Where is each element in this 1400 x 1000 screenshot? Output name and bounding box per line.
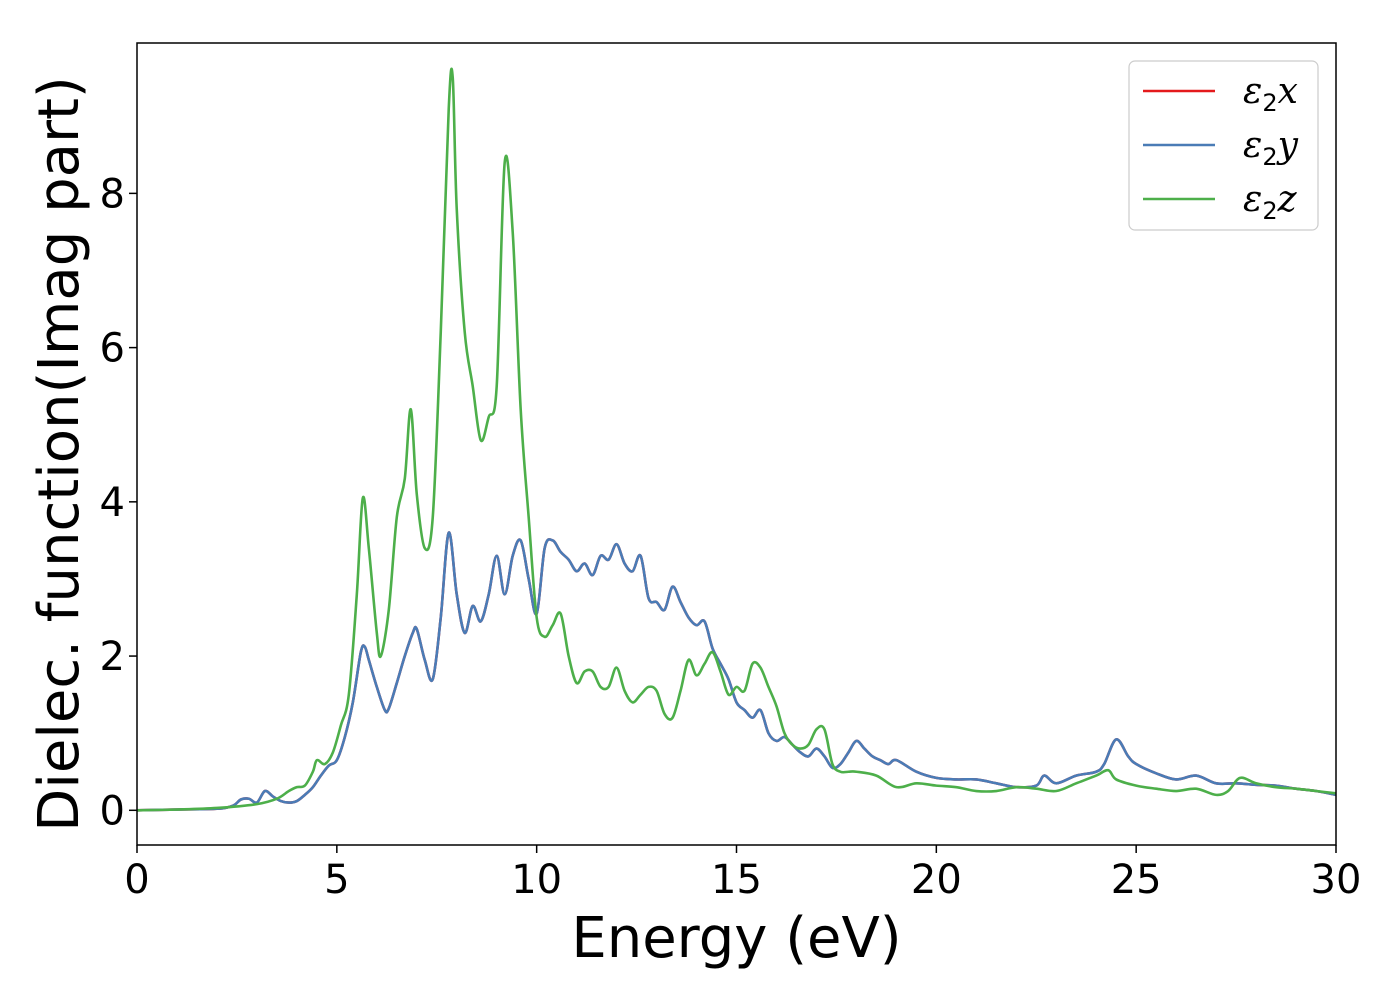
y-tick-label: 4 xyxy=(100,480,125,526)
x-tick-label: 0 xyxy=(124,857,149,903)
legend-label-x: ε2x xyxy=(1243,71,1298,117)
x-tick-label: 10 xyxy=(511,857,562,903)
x-tick-label: 5 xyxy=(324,857,349,903)
x-tick-label: 20 xyxy=(911,857,962,903)
series-line-z xyxy=(137,67,1336,812)
y-tick-label: 8 xyxy=(100,171,125,217)
legend: ε2x ε2y ε2z xyxy=(1128,60,1319,231)
x-tick-label: 25 xyxy=(1111,857,1162,903)
ticks-layer: 0 5 10 15 20 25 30 0 2 4 6 8 xyxy=(100,171,1362,903)
legend-label-y: ε2y xyxy=(1243,125,1299,171)
series-line-x xyxy=(137,531,1336,812)
y-axis-title: Dielec. function(Imag part) xyxy=(27,76,92,832)
x-tick-label: 15 xyxy=(711,857,762,903)
legend-label-z: ε2z xyxy=(1243,179,1298,225)
y-tick-label: 6 xyxy=(100,326,125,372)
legend-box xyxy=(1128,60,1319,231)
y-tick-label: 2 xyxy=(100,634,125,680)
series-layer xyxy=(137,67,1336,812)
series-line-y xyxy=(137,531,1336,812)
x-tick-label: 30 xyxy=(1311,857,1362,903)
y-tick-label: 0 xyxy=(100,788,125,834)
x-axis-title: Energy (eV) xyxy=(571,906,901,971)
